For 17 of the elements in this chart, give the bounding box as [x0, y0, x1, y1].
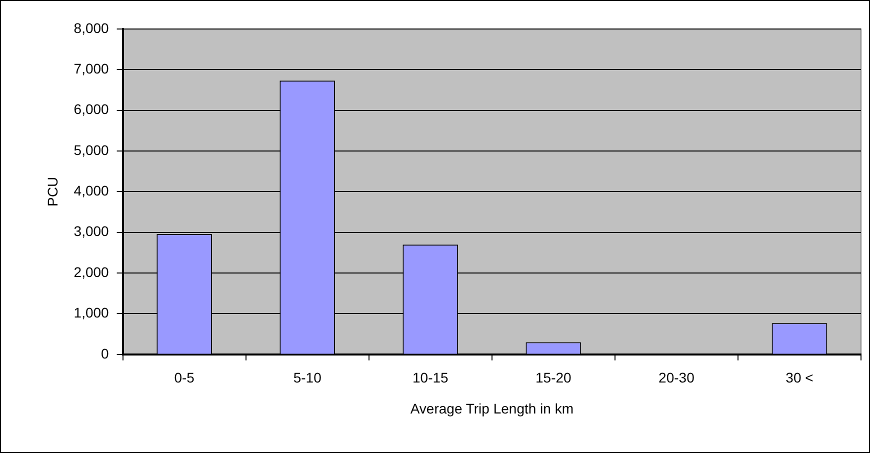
y-tick-label: 3,000 [74, 223, 110, 240]
x-tick-label: 0-5 [174, 370, 195, 386]
y-tick-label: 8,000 [74, 20, 110, 36]
y-tick-label: 0 [101, 345, 110, 362]
y-tick-label: 7,000 [74, 60, 110, 77]
x-tick-label: 5-10 [293, 370, 322, 386]
y-tick-label: 5,000 [74, 142, 110, 158]
x-tick-label: 30 < [786, 370, 814, 386]
x-tick-label: 15-20 [536, 370, 572, 386]
x-tick-label: 10-15 [412, 370, 449, 386]
x-axis-title: Average Trip Length in km [410, 400, 574, 416]
y-tick-label: 4,000 [74, 182, 110, 199]
y-tick-label: 1,000 [74, 304, 110, 321]
x-tick-label: 20-30 [658, 370, 695, 386]
y-tick-label: 6,000 [74, 101, 110, 118]
y-tick-label: 2,000 [74, 264, 110, 280]
y-axis-title: PCU [44, 176, 60, 206]
